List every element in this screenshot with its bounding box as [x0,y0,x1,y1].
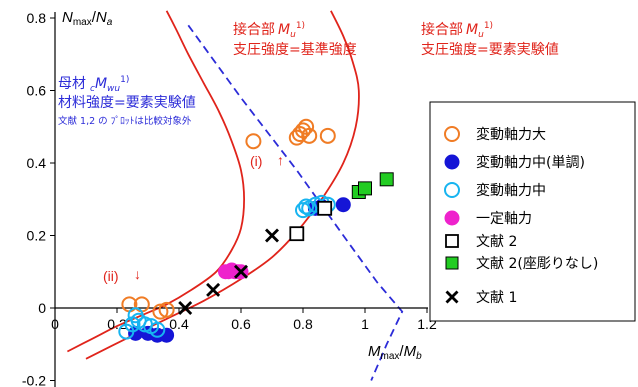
axes: 0 0.2 0.4 0.6 0.8 1 1.2-0.200.20.40.60.8 [22,10,437,387]
legend-label: 変動軸力中 [476,182,546,199]
x-tick-label: 0 [51,316,59,332]
y-tick-label: 0.4 [27,155,47,171]
legend-marker [445,234,459,248]
annotation-base-material-title: 母材 cMwu1) [58,75,129,94]
legend-marker [444,182,460,198]
legend-box [429,101,636,322]
legend-label: 変動軸力中(単調) [476,154,585,171]
label-ii-arrow: ↓ [134,266,141,282]
legend-item: 一定軸力 [444,210,532,227]
y-tick-label: 0.2 [27,228,47,244]
legend-label: 文献 2 [476,234,517,250]
y-tick-label: 0.6 [27,83,47,99]
x-tick-label: 1 [361,316,369,332]
annotation-joint-base-line2: 支圧強度=基準強度 [233,41,357,58]
annotation-joint-base-title: 接合部 Mu1) [233,21,305,40]
data-point-2 [335,197,351,213]
legend-marker [444,126,460,142]
data-point-1 [152,303,169,320]
ticks-layer: 0 0.2 0.4 0.6 0.8 1 1.2-0.200.20.40.60.8 [22,10,437,387]
data-point-7 [234,264,248,279]
legend-label: 文献 1 [476,290,517,306]
y-tick-label: -0.2 [22,373,46,387]
data-point-6 [358,181,372,196]
y-tick-label: 0.8 [27,10,47,26]
legend-item: 文献 1 [445,290,517,306]
legend-label: 一定軸力 [476,211,532,227]
legend-label: 文献 2(座彫りなし) [476,256,598,272]
base-material-curve-line [187,24,404,381]
data-point-3 [149,321,166,338]
data-point-1 [301,127,318,144]
legend-marker [445,256,459,270]
annotation-base-material-line2: 材料強度=要素実験値 [58,95,196,111]
data-point-1 [245,133,262,150]
x-tick-label: 0.8 [293,316,313,332]
x-axis-title: Mmax/Mb [368,343,422,362]
data-point-7 [206,282,221,297]
base-strength-curve-line [66,10,246,353]
annotation-joint-elem-title: 接合部 Mu1) [421,21,493,40]
points-layer [118,118,394,343]
legend-marker [444,154,460,170]
annotation-base-material-note: 文献 1,2 の ﾌﾟﾛｯﾄは比較対象外 [58,115,192,127]
data-point-1 [158,301,175,318]
data-point-3 [127,307,144,324]
data-point-5 [317,200,333,216]
x-tick-label: 0.6 [231,316,251,332]
y-tick-label: 0 [38,300,46,316]
legend-item: 変動軸力大 [444,126,546,143]
legend-item: 変動軸力中(単調) [444,154,585,171]
legend-item: 文献 2(座彫りなし) [445,256,598,272]
label-i-arrow: ↑ [277,152,284,168]
data-point-1 [291,126,308,142]
data-point-7 [265,228,279,243]
y-axis-title: Nmax/Na [62,9,113,28]
data-point-6 [379,172,394,187]
legend-item: 文献 2 [445,234,517,250]
data-point-1 [319,127,336,144]
data-point-5 [289,226,305,242]
legend-marker [445,290,459,304]
x-tick-label: 0.4 [169,316,189,332]
annotation-joint-elem-line2: 支圧強度=要素実験値 [421,42,559,58]
legend-label: 変動軸力大 [476,126,546,143]
x-tick-label: 0.2 [107,316,127,332]
label-ii: (ii) [103,268,119,284]
legend-marker [444,210,460,226]
label-i: (i) [250,153,262,169]
data-point-7 [178,301,193,315]
legend-item: 変動軸力中 [444,182,546,199]
